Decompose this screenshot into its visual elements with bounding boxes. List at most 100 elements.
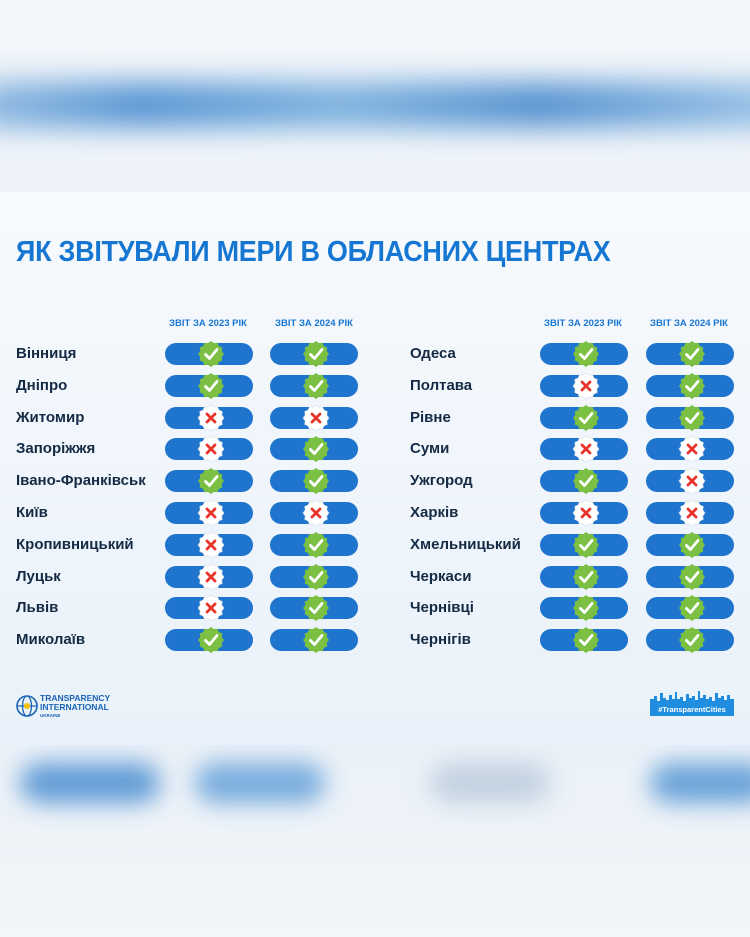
transparent-cities-hashtag: #TransparentCities xyxy=(650,704,734,716)
check-badge-icon xyxy=(198,341,224,367)
right-city-row: Одеса xyxy=(0,341,750,367)
check-badge-icon xyxy=(573,468,599,495)
check-badge-icon xyxy=(573,404,599,431)
status-pill-2023 xyxy=(165,563,253,590)
city-name: Запоріжжя xyxy=(16,440,96,458)
status-pill-2023 xyxy=(165,436,253,463)
column-header-right-2023: ЗВІТ ЗА 2023 РІК xyxy=(544,318,622,329)
city-name: Івано-Франківськ xyxy=(16,472,146,490)
cross-badge-icon xyxy=(302,499,330,527)
city-name: Чернігів xyxy=(410,631,471,649)
check-badge-icon xyxy=(303,627,329,654)
left-city-row: Вінниця xyxy=(0,341,750,367)
ti-wordmark: TRANSPARENCY INTERNATIONAL xyxy=(40,694,110,712)
status-pill-2024 xyxy=(270,563,358,590)
ti-globe-icon xyxy=(16,695,38,717)
right-city-row: Ужгород xyxy=(0,467,750,495)
cross-badge-icon xyxy=(197,595,225,622)
city-name: Одеса xyxy=(410,345,456,362)
left-city-row: Івано-Франківськ xyxy=(0,468,750,495)
column-header-left-2024: ЗВІТ ЗА 2024 РІК xyxy=(275,318,353,329)
status-pill-2024 xyxy=(646,531,734,558)
status-pill-2024 xyxy=(646,404,734,431)
status-pill-2023 xyxy=(540,595,628,622)
city-name: Житомир xyxy=(16,408,85,426)
transparency-international-logo: TRANSPARENCY INTERNATIONAL UKRAINE xyxy=(16,692,136,724)
check-badge-icon xyxy=(573,341,599,367)
status-pill-2024 xyxy=(646,372,734,399)
cross-badge-icon xyxy=(572,499,600,527)
status-pill-2023 xyxy=(165,627,253,654)
city-name: Чернівці xyxy=(410,599,474,617)
left-city-row: Миколаїв xyxy=(0,627,750,654)
status-pill-2024 xyxy=(646,627,734,654)
status-pill-2024 xyxy=(270,404,358,431)
city-name: Дніпро xyxy=(16,376,68,394)
status-pill-2023 xyxy=(165,468,253,495)
status-pill-2024 xyxy=(270,499,358,527)
right-city-row: Чернівці xyxy=(0,595,750,622)
blurred-shape xyxy=(195,763,325,803)
right-city-row: Черкаси xyxy=(0,563,750,590)
check-badge-icon xyxy=(303,372,329,399)
check-badge-icon xyxy=(679,531,705,558)
status-pill-2024 xyxy=(646,595,734,622)
status-pill-2023 xyxy=(540,341,628,367)
right-city-row: Суми xyxy=(0,436,750,463)
cross-badge-icon xyxy=(678,499,706,527)
status-pill-2023 xyxy=(540,404,628,431)
check-badge-icon xyxy=(303,468,329,495)
right-city-row: Рівне xyxy=(0,404,750,431)
right-city-row: Харків xyxy=(0,499,750,527)
city-name: Кропивницький xyxy=(16,535,134,553)
status-pill-2024 xyxy=(270,341,358,367)
status-pill-2024 xyxy=(270,468,358,495)
cross-badge-icon xyxy=(197,499,225,527)
cross-badge-icon xyxy=(302,404,330,431)
city-name: Суми xyxy=(410,440,450,458)
blurred-background-top xyxy=(0,0,750,192)
left-city-row: Луцьк xyxy=(0,563,750,590)
city-name: Ужгород xyxy=(410,472,473,490)
cross-badge-icon xyxy=(197,404,225,431)
check-badge-icon xyxy=(303,563,329,590)
page-title: ЯК ЗВІТУВАЛИ МЕРИ В ОБЛАСНИХ ЦЕНТРАХ xyxy=(16,236,611,268)
infographic-card: ЯК ЗВІТУВАЛИ МЕРИ В ОБЛАСНИХ ЦЕНТРАХ ЗВІ… xyxy=(0,192,750,745)
status-pill-2024 xyxy=(646,467,734,495)
city-name: Хмельницький xyxy=(410,535,521,553)
check-badge-icon xyxy=(303,341,329,367)
city-name: Луцьк xyxy=(16,567,61,585)
column-header-left-2023: ЗВІТ ЗА 2023 РІК xyxy=(169,318,247,329)
city-name: Вінниця xyxy=(16,345,77,362)
status-pill-2023 xyxy=(165,499,253,527)
status-pill-2023 xyxy=(540,531,628,558)
cross-badge-icon xyxy=(678,467,706,495)
city-name: Харків xyxy=(410,504,459,521)
city-name: Миколаїв xyxy=(16,631,86,649)
status-pill-2023 xyxy=(165,404,253,431)
check-badge-icon xyxy=(573,595,599,622)
right-city-row: Хмельницький xyxy=(0,531,750,558)
status-pill-2023 xyxy=(165,595,253,622)
status-pill-2023 xyxy=(165,531,253,559)
city-name: Рівне xyxy=(410,408,451,426)
right-city-row: Полтава xyxy=(0,372,750,400)
status-pill-2023 xyxy=(540,627,628,654)
check-badge-icon xyxy=(573,627,599,654)
check-badge-icon xyxy=(303,436,329,463)
transparent-cities-logo: #TransparentCities xyxy=(650,690,734,718)
ti-line-1: TRANSPARENCY xyxy=(40,693,111,703)
left-city-row: Київ xyxy=(0,499,750,527)
status-pill-2023 xyxy=(165,372,253,399)
status-pill-2023 xyxy=(540,468,628,495)
left-city-row: Житомир xyxy=(0,404,750,431)
status-pill-2023 xyxy=(165,341,253,367)
check-badge-icon xyxy=(679,372,705,399)
check-badge-icon xyxy=(679,595,705,622)
check-badge-icon xyxy=(303,531,329,558)
check-badge-icon xyxy=(303,595,329,622)
check-badge-icon xyxy=(679,341,705,367)
status-pill-2024 xyxy=(270,372,358,399)
city-name: Черкаси xyxy=(410,567,472,585)
left-city-row: Кропивницький xyxy=(0,531,750,559)
